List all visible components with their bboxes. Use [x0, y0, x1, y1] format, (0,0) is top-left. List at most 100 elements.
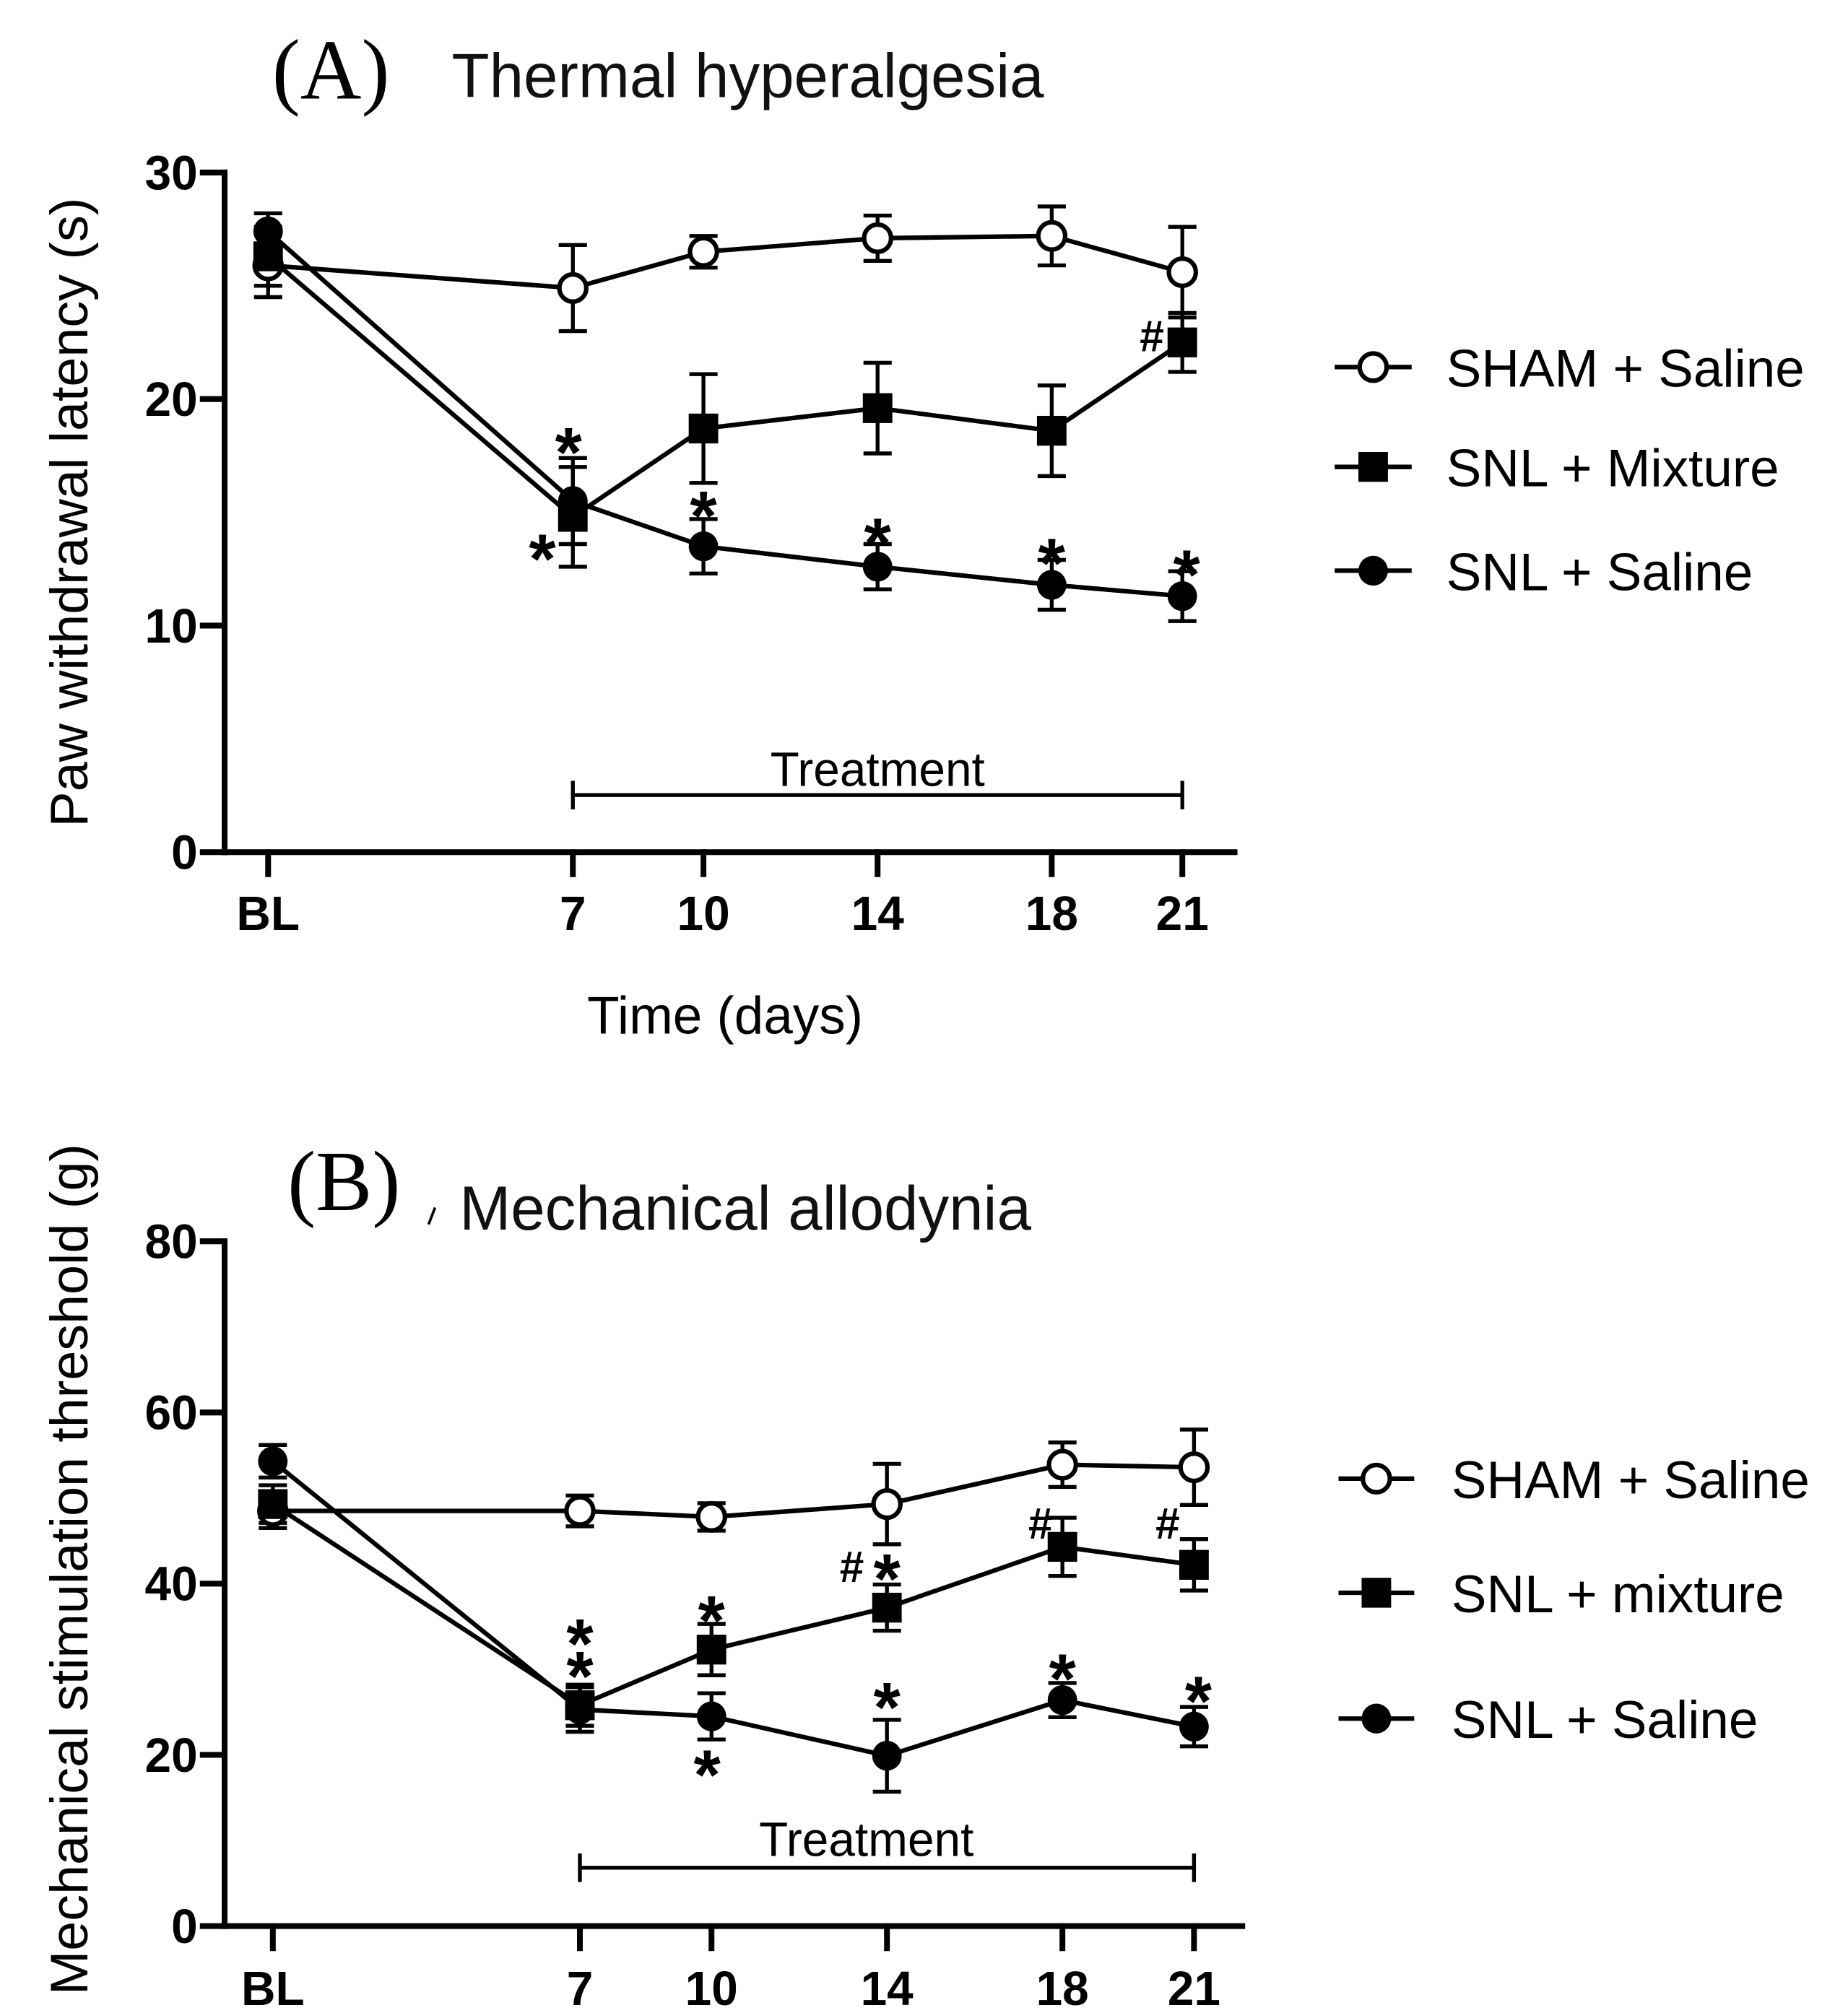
data-point — [1179, 1549, 1209, 1580]
legend: SHAM + Saline SNL + mixture SNL + Saline — [1338, 1450, 1810, 1749]
x-tick-label: 18 — [1036, 1962, 1089, 2013]
legend-marker — [1361, 1703, 1392, 1734]
y-axis-title: Paw withdrawal latency (s) — [40, 198, 99, 827]
significance-asterisk: * — [1174, 536, 1201, 614]
significance-asterisk: * — [1049, 1640, 1077, 1718]
y-tick-label: 20 — [145, 1729, 198, 1783]
legend-label: SHAM + Saline — [1452, 1450, 1810, 1509]
legend-label: SNL + Mixture — [1446, 438, 1779, 497]
data-point — [862, 393, 893, 423]
x-tick-label: 10 — [677, 887, 730, 941]
significance-asterisk: * — [1185, 1663, 1213, 1741]
data-point — [1167, 581, 1197, 612]
x-tick-label: 14 — [861, 1962, 914, 2013]
data-point — [1047, 1684, 1077, 1716]
y-tick-label: 60 — [145, 1386, 198, 1440]
axes — [199, 169, 1238, 877]
panel-a-thermal-hyperalgesia: (A) Thermal hyperalgesia 0 10 20 30 BL 7 10 14 18 2… — [40, 22, 1805, 1045]
data-point — [253, 241, 283, 271]
x-tick-label: 7 — [560, 887, 586, 941]
x-tick-label: 21 — [1168, 1962, 1220, 2013]
data-point — [862, 552, 893, 582]
significance-asterisk: * — [864, 505, 892, 583]
legend-label: SNL + Saline — [1446, 542, 1753, 601]
y-tick-label: 80 — [145, 1215, 198, 1269]
significance-asterisk: * — [690, 477, 717, 555]
data-point — [258, 1446, 288, 1477]
data-point — [1046, 1448, 1078, 1481]
treatment-bracket — [578, 1853, 1197, 1882]
legend-item-sham-saline: SHAM + Saline — [1335, 339, 1805, 398]
legend-marker — [1361, 1578, 1392, 1608]
data-point — [688, 531, 719, 562]
significance-asterisk: * — [693, 1736, 721, 1814]
significance-asterisk: * — [698, 1583, 726, 1661]
panel-label: (B) — [287, 1134, 400, 1229]
data-point — [564, 1495, 596, 1527]
data-point — [695, 1500, 728, 1533]
data-point — [565, 1695, 595, 1725]
legend-marker — [1361, 1462, 1392, 1495]
series-line-snl-saline — [271, 1459, 1195, 1758]
data-point — [696, 1635, 726, 1665]
x-tick-label: 21 — [1156, 887, 1209, 941]
significance-asterisk: * — [874, 1541, 901, 1619]
significance-asterisk: * — [566, 1638, 594, 1716]
data-point — [258, 1489, 288, 1519]
x-tick-label: 14 — [851, 887, 904, 941]
x-tick-label: BL — [236, 887, 300, 941]
significance-asterisk: * — [529, 521, 556, 599]
series-line-snl-mixture — [266, 254, 1184, 519]
data-points-snl-saline — [253, 216, 1197, 612]
legend-item-snl-saline: SNL + Saline — [1335, 542, 1753, 601]
y-tick-label: 30 — [145, 147, 198, 200]
data-point — [872, 1741, 902, 1771]
data-point — [862, 222, 894, 254]
x-tick-label: 7 — [567, 1962, 594, 2013]
data-point — [1166, 256, 1198, 288]
data-point — [557, 271, 589, 304]
data-point — [696, 1701, 726, 1731]
axes — [199, 1238, 1246, 1952]
legend-marker — [1358, 555, 1388, 586]
y-tick-label: 0 — [171, 826, 198, 879]
significance-hash: # — [1155, 1498, 1180, 1547]
chart-title: Mechanical allodynia — [459, 1174, 1031, 1244]
x-tick-label: BL — [241, 1962, 305, 2013]
legend-item-sham-saline: SHAM + Saline — [1338, 1450, 1810, 1510]
legend: SHAM + Saline SNL + Mixture SNL + Saline — [1335, 339, 1805, 601]
legend-label: SNL + Saline — [1452, 1690, 1758, 1749]
significance-asterisk: * — [566, 1606, 594, 1684]
y-tick-label: 10 — [145, 599, 198, 653]
x-tick-label: 10 — [685, 1962, 738, 2013]
significance-hash: # — [1028, 1498, 1053, 1547]
treatment-bracket — [571, 781, 1184, 809]
significance-hash: # — [1140, 311, 1164, 360]
legend-item-snl-mixture: SNL + mixture — [1338, 1565, 1784, 1624]
data-points-snl-saline — [258, 1446, 1209, 1771]
y-tick-label: 40 — [145, 1557, 198, 1611]
stray-mark — [427, 1207, 437, 1225]
y-tick-label: 0 — [171, 1900, 198, 1954]
data-point — [1036, 415, 1067, 446]
significance-asterisk: * — [1038, 525, 1066, 603]
significance-asterisk: * — [874, 1669, 901, 1747]
data-point — [1167, 327, 1197, 357]
significance-hash: # — [840, 1542, 864, 1591]
treatment-label: Treatment — [771, 743, 985, 796]
x-tick-label: 18 — [1025, 887, 1078, 941]
series-line-snl-mixture — [272, 1502, 1194, 1708]
treatment-label: Treatment — [759, 1813, 973, 1866]
y-tick-label: 20 — [145, 373, 198, 427]
data-point — [253, 216, 283, 247]
legend-marker — [1357, 351, 1389, 383]
y-axis-title: Mechanical stimulation threshold (g) — [40, 1144, 99, 1995]
data-point — [1178, 1451, 1210, 1484]
data-point — [558, 486, 588, 516]
chart-title: Thermal hyperalgesia — [452, 41, 1044, 111]
data-point — [688, 413, 719, 444]
data-point — [687, 235, 719, 268]
series-line-sham-saline — [268, 233, 1184, 291]
data-point — [1036, 219, 1068, 252]
legend-label: SNL + mixture — [1452, 1565, 1784, 1624]
